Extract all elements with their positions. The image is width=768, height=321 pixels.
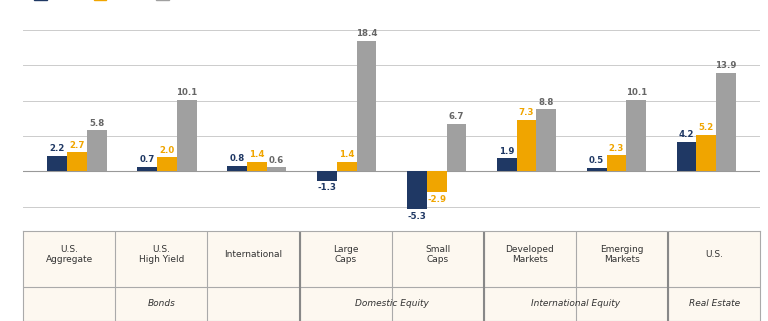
Text: Large
Caps: Large Caps bbox=[333, 245, 359, 264]
Text: Bonds: Bonds bbox=[147, 299, 175, 308]
Bar bbox=[497, 158, 517, 171]
Text: 0.7: 0.7 bbox=[140, 155, 155, 164]
Text: International Equity: International Equity bbox=[531, 299, 621, 308]
Text: U.S.
Aggregate: U.S. Aggregate bbox=[45, 245, 93, 264]
Text: 1.4: 1.4 bbox=[339, 150, 355, 159]
Text: 2.7: 2.7 bbox=[69, 141, 84, 150]
Text: U.S.: U.S. bbox=[705, 250, 723, 259]
Text: -2.9: -2.9 bbox=[427, 195, 446, 204]
Text: Developed
Markets: Developed Markets bbox=[505, 245, 554, 264]
Text: 18.4: 18.4 bbox=[356, 30, 377, 39]
Text: International: International bbox=[224, 250, 283, 259]
Legend: Feb, YTD, 1-Year: Feb, YTD, 1-Year bbox=[29, 0, 221, 7]
Bar bbox=[266, 167, 286, 171]
Text: 2.2: 2.2 bbox=[49, 144, 65, 153]
Text: Emerging
Markets: Emerging Markets bbox=[601, 245, 644, 264]
Text: Domestic Equity: Domestic Equity bbox=[355, 299, 429, 308]
Bar bbox=[717, 73, 736, 171]
Text: 10.1: 10.1 bbox=[176, 88, 197, 97]
Text: -1.3: -1.3 bbox=[317, 183, 336, 192]
Text: U.S.
High Yield: U.S. High Yield bbox=[138, 245, 184, 264]
Text: 0.8: 0.8 bbox=[230, 154, 245, 163]
Bar bbox=[137, 167, 157, 171]
Bar bbox=[517, 120, 536, 171]
Text: 7.3: 7.3 bbox=[519, 108, 535, 117]
Bar bbox=[407, 171, 427, 209]
Bar bbox=[48, 156, 67, 171]
Bar bbox=[427, 171, 446, 192]
Text: 5.2: 5.2 bbox=[699, 123, 714, 132]
Bar bbox=[607, 155, 627, 171]
Text: Real Estate: Real Estate bbox=[689, 299, 740, 308]
Text: 2.3: 2.3 bbox=[609, 144, 624, 153]
Bar bbox=[67, 152, 87, 171]
Text: 1.9: 1.9 bbox=[499, 146, 515, 155]
Bar bbox=[587, 168, 607, 171]
Bar bbox=[157, 157, 177, 171]
Text: 5.8: 5.8 bbox=[89, 119, 104, 128]
Text: 4.2: 4.2 bbox=[679, 130, 694, 139]
Text: 0.5: 0.5 bbox=[589, 156, 604, 165]
Text: 6.7: 6.7 bbox=[449, 112, 464, 121]
Bar bbox=[677, 142, 697, 171]
Text: 2.0: 2.0 bbox=[159, 146, 174, 155]
Text: 10.1: 10.1 bbox=[626, 88, 647, 97]
Bar bbox=[627, 100, 646, 171]
Text: Small
Caps: Small Caps bbox=[425, 245, 450, 264]
Bar bbox=[227, 166, 247, 171]
Bar bbox=[356, 41, 376, 171]
Text: 8.8: 8.8 bbox=[538, 98, 554, 107]
Bar bbox=[87, 130, 107, 171]
Text: 13.9: 13.9 bbox=[716, 61, 737, 70]
Bar bbox=[446, 124, 466, 171]
Text: 1.4: 1.4 bbox=[249, 150, 264, 159]
Bar bbox=[536, 109, 556, 171]
Bar bbox=[247, 161, 266, 171]
Bar bbox=[337, 161, 356, 171]
Bar bbox=[317, 171, 337, 181]
Bar bbox=[697, 134, 717, 171]
Text: -5.3: -5.3 bbox=[407, 212, 426, 221]
Text: 0.6: 0.6 bbox=[269, 156, 284, 165]
Bar bbox=[177, 100, 197, 171]
